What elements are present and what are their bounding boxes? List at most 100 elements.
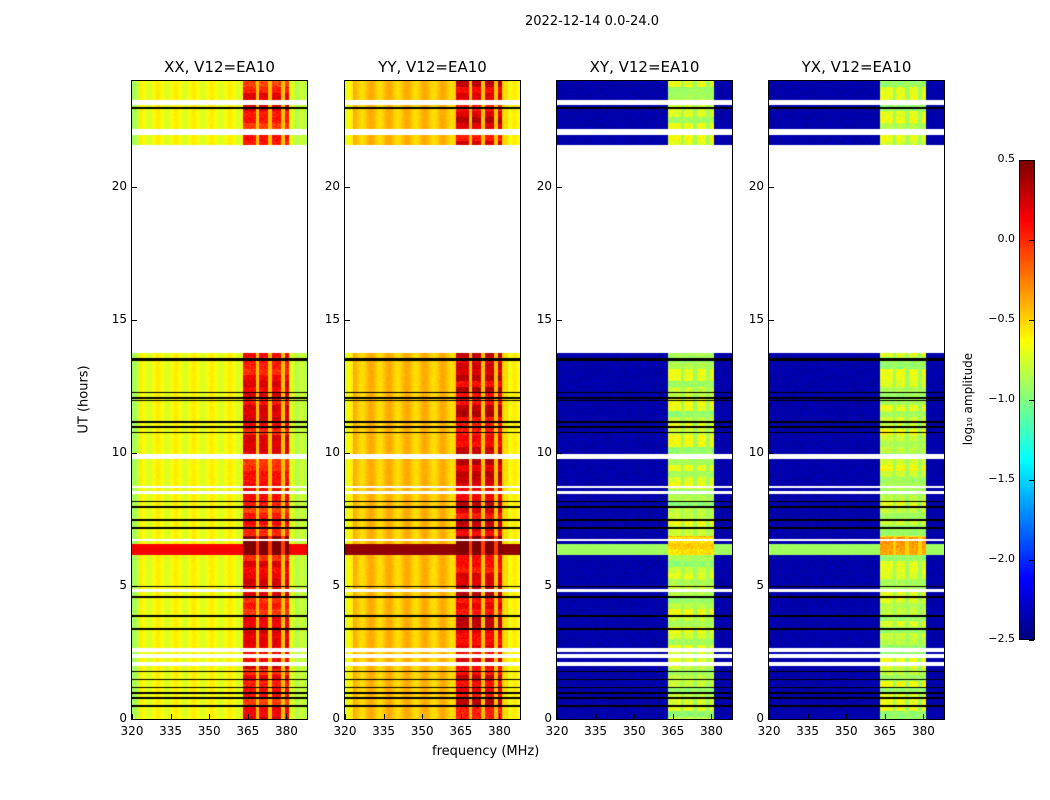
y-tick-label: 20 (536, 179, 552, 194)
x-tick (170, 714, 172, 720)
panel-title: YX, V12=EA10 (801, 58, 912, 76)
panel-title: XX, V12=EA10 (164, 58, 275, 76)
x-tick (884, 714, 886, 720)
x-tick (499, 714, 501, 720)
x-tick (557, 714, 558, 720)
y-axis-label: UT (hours) (76, 365, 92, 434)
x-tick (807, 714, 809, 720)
y-tick (131, 453, 137, 455)
y-tick (344, 187, 350, 189)
figure-suptitle: 2022-12-14 0.0-24.0 (525, 14, 659, 29)
x-tick-label: 350 (410, 724, 434, 738)
x-tick-label: 335 (372, 724, 396, 738)
x-tick-label: 335 (796, 724, 820, 738)
y-tick (556, 453, 562, 455)
y-tick (768, 320, 774, 322)
y-tick-label: 0 (119, 711, 127, 725)
x-tick (595, 714, 597, 720)
y-tick-label: 0 (756, 711, 764, 725)
colorbar-tick-label: −1.5 (988, 472, 1015, 485)
x-tick-label: 320 (333, 724, 357, 738)
spectrogram-panel (131, 80, 308, 720)
y-tick-label: 10 (748, 445, 764, 460)
x-tick-label: 350 (834, 724, 858, 738)
x-tick (923, 714, 925, 720)
colorbar-tick (1029, 480, 1034, 481)
y-tick (131, 320, 137, 322)
y-tick (131, 586, 137, 588)
x-tick-label: 365 (661, 724, 685, 738)
x-tick-label: 320 (757, 724, 781, 738)
spectrogram-panel (556, 80, 733, 720)
panel-title: XY, V12=EA10 (589, 58, 700, 76)
colorbar-tick-label: −1.0 (988, 392, 1015, 405)
x-tick (132, 714, 133, 720)
x-tick-label: 365 (449, 724, 473, 738)
y-tick-label: 10 (536, 445, 552, 460)
y-tick (768, 586, 774, 588)
y-tick-label: 20 (324, 179, 340, 194)
colorbar-tick (1029, 560, 1034, 561)
colorbar-tick-label: −2.0 (988, 552, 1015, 565)
x-tick (383, 714, 385, 720)
x-axis-label: frequency (MHz) (432, 744, 540, 759)
y-tick-label: 15 (536, 312, 552, 327)
x-tick (247, 714, 249, 720)
x-tick-label: 380 (487, 724, 511, 738)
y-tick (768, 187, 774, 189)
x-tick-label: 380 (911, 724, 935, 738)
y-tick-label: 0 (332, 711, 340, 725)
colorbar-tick (1029, 640, 1034, 641)
x-tick (286, 714, 288, 720)
colorbar-tick (1029, 400, 1034, 401)
y-tick-label: 15 (324, 312, 340, 327)
y-tick-label: 5 (756, 578, 764, 593)
x-tick-label: 365 (873, 724, 897, 738)
y-tick (344, 320, 350, 322)
x-tick-label: 380 (274, 724, 298, 738)
y-tick-label: 5 (544, 578, 552, 593)
x-tick (634, 714, 636, 720)
heatmap-image (132, 81, 307, 719)
y-tick (556, 586, 562, 588)
x-tick-label: 320 (545, 724, 569, 738)
y-tick (344, 719, 350, 720)
y-tick (556, 187, 562, 189)
y-tick (344, 453, 350, 455)
y-tick-label: 10 (324, 445, 340, 460)
x-tick (460, 714, 462, 720)
x-tick (345, 714, 346, 720)
spectrogram-panel (768, 80, 945, 720)
y-tick-label: 10 (111, 445, 127, 460)
x-tick (672, 714, 674, 720)
y-tick (556, 719, 562, 720)
spectrogram-panel (344, 80, 521, 720)
y-tick-label: 20 (111, 179, 127, 194)
x-tick (846, 714, 848, 720)
x-tick-label: 380 (699, 724, 723, 738)
y-tick-label: 5 (119, 578, 127, 593)
y-tick (768, 719, 774, 720)
x-tick (209, 714, 211, 720)
x-tick-label: 335 (159, 724, 183, 738)
colorbar (1019, 160, 1035, 640)
colorbar-tick (1029, 320, 1034, 321)
colorbar-tick-label: 0.0 (997, 232, 1016, 245)
colorbar-tick (1029, 160, 1034, 161)
panel-title: YY, V12=EA10 (378, 58, 487, 76)
colorbar-label: log₁₀ amplitude (961, 352, 976, 446)
y-tick (344, 586, 350, 588)
heatmap-image (557, 81, 732, 719)
y-tick-label: 15 (748, 312, 764, 327)
x-tick-label: 365 (236, 724, 260, 738)
colorbar-tick-label: −0.5 (988, 312, 1015, 325)
y-tick (131, 719, 137, 720)
y-tick-label: 5 (332, 578, 340, 593)
x-tick (769, 714, 770, 720)
x-tick-label: 350 (622, 724, 646, 738)
y-tick-label: 0 (544, 711, 552, 725)
y-tick-label: 15 (111, 312, 127, 327)
x-tick (711, 714, 713, 720)
x-tick (422, 714, 424, 720)
